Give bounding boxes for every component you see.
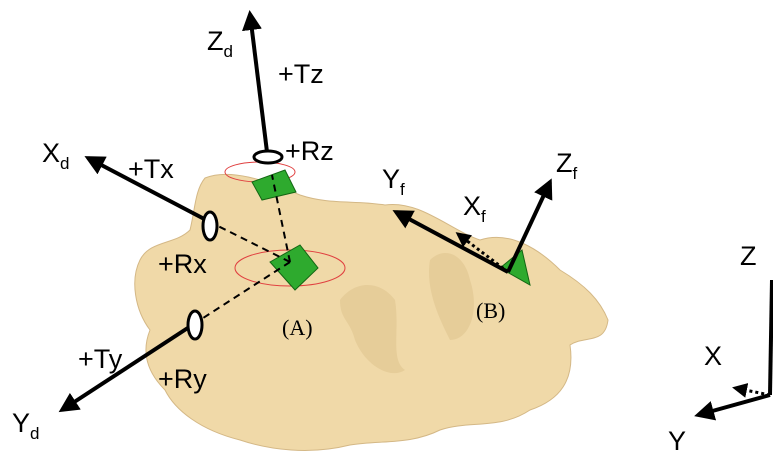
rotation-icon [203,212,217,240]
label: Z [740,241,757,271]
label: (B) [476,298,505,323]
label: +Ry [158,364,207,394]
label: Yf [382,164,405,199]
axis-z [770,280,772,395]
label: Yd [12,408,39,443]
label: Xf [463,191,486,226]
label: Y [668,426,686,456]
axis-zd [250,14,268,160]
rotation-icon [254,151,282,163]
label: Zf [556,148,578,183]
label: +Rx [158,249,207,279]
axis-y [698,395,770,415]
rotation-icon [188,311,202,339]
figure: Zd +Tz +Rz Xd +Tx +Rx +Ty +Ry Yd Yf Zf X… [0,0,773,459]
label: Xd [42,138,69,173]
label: X [704,341,722,371]
label: +Tz [278,59,324,89]
label: +Tx [128,154,174,184]
label: +Rz [285,136,334,166]
label: +Ty [78,344,123,374]
axis-x [735,388,770,395]
label: (A) [282,315,313,340]
label: Zd [207,26,233,61]
